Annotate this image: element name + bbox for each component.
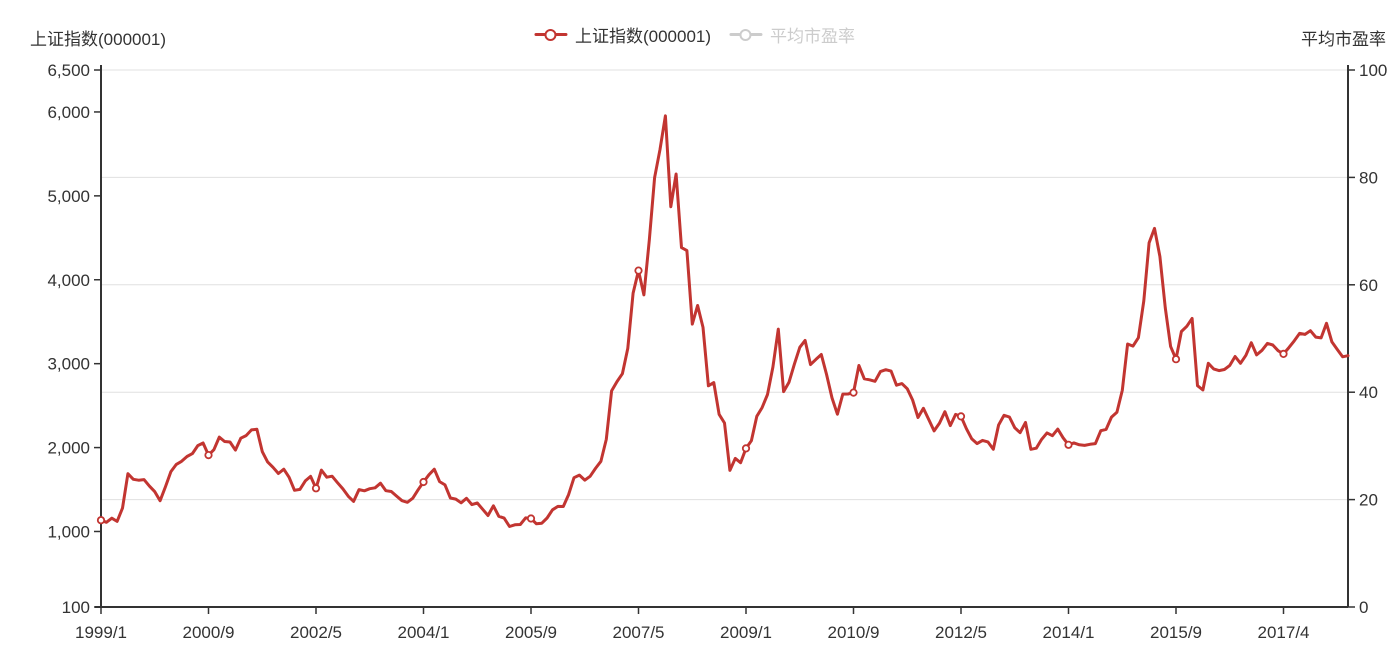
svg-text:2017/4: 2017/4 xyxy=(1258,623,1310,642)
legend-item-pe-ratio[interactable]: 平均市盈率 xyxy=(729,22,855,47)
data-point-marker xyxy=(741,444,751,453)
svg-text:2010/9: 2010/9 xyxy=(828,623,880,642)
legend-item-sse-index[interactable]: 上证指数(000001) xyxy=(533,22,712,47)
svg-text:4,000: 4,000 xyxy=(47,271,90,290)
svg-text:40: 40 xyxy=(1359,383,1378,402)
line-marker-icon xyxy=(729,27,763,43)
data-point-marker xyxy=(956,412,966,421)
svg-text:100: 100 xyxy=(1359,61,1387,80)
svg-text:2002/5: 2002/5 xyxy=(290,623,342,642)
svg-text:2,000: 2,000 xyxy=(47,439,90,458)
legend-label-sse-index: 上证指数(000001) xyxy=(574,27,712,46)
data-point-marker xyxy=(634,266,643,275)
data-point-marker xyxy=(1064,440,1073,449)
svg-text:60: 60 xyxy=(1359,276,1378,295)
svg-text:2009/1: 2009/1 xyxy=(720,623,772,642)
series-sse-index xyxy=(99,114,1350,528)
y-axis-left: 100 1,000 2,000 3,000 4,000 5,000 6,000 6,500 xyxy=(47,61,101,617)
series-line xyxy=(99,114,1350,528)
svg-text:6,000: 6,000 xyxy=(47,103,90,122)
data-point-marker xyxy=(1279,349,1288,358)
svg-text:1999/1: 1999/1 xyxy=(75,623,127,642)
data-point-marker xyxy=(419,477,428,487)
svg-text:20: 20 xyxy=(1359,491,1378,510)
svg-text:2004/1: 2004/1 xyxy=(398,623,450,642)
axis-lines xyxy=(95,65,1349,608)
data-point-marker xyxy=(96,516,106,525)
svg-text:1,000: 1,000 xyxy=(47,522,90,541)
svg-text:3,000: 3,000 xyxy=(47,355,90,374)
data-point-marker xyxy=(849,388,858,397)
grid-lines xyxy=(101,69,1348,501)
data-point-marker xyxy=(311,484,321,493)
svg-text:2012/5: 2012/5 xyxy=(935,623,987,642)
legend: 上证指数(000001) 平均市盈率 xyxy=(533,22,855,47)
series-markers xyxy=(96,266,1288,525)
svg-text:0: 0 xyxy=(1359,598,1368,617)
svg-text:2014/1: 2014/1 xyxy=(1043,623,1095,642)
data-point-marker xyxy=(1171,355,1181,364)
left-axis-title: 上证指数(000001) xyxy=(30,30,167,49)
x-axis: 1999/1 2000/9 2002/5 2004/1 2005/9 2007/5 2009… xyxy=(75,607,1310,642)
svg-text:2015/9: 2015/9 xyxy=(1150,623,1202,642)
data-point-marker xyxy=(204,450,213,460)
svg-text:5,000: 5,000 xyxy=(47,187,90,206)
legend-label-pe-ratio: 平均市盈率 xyxy=(770,27,856,46)
right-axis-title: 平均市盈率 xyxy=(1301,30,1386,49)
line-marker-icon xyxy=(533,27,567,43)
svg-text:100: 100 xyxy=(62,598,90,617)
svg-text:2000/9: 2000/9 xyxy=(183,623,235,642)
y-axis-right: 0 20 40 60 80 100 xyxy=(1348,61,1387,617)
svg-text:6,500: 6,500 xyxy=(47,61,90,80)
svg-text:80: 80 xyxy=(1359,168,1378,187)
data-point-marker xyxy=(526,514,536,523)
svg-text:2007/5: 2007/5 xyxy=(613,623,665,642)
svg-text:2005/9: 2005/9 xyxy=(505,623,557,642)
